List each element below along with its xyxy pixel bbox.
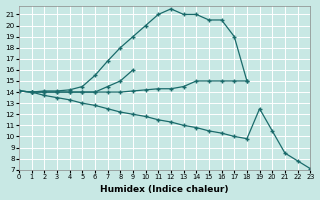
X-axis label: Humidex (Indice chaleur): Humidex (Indice chaleur)	[100, 185, 229, 194]
